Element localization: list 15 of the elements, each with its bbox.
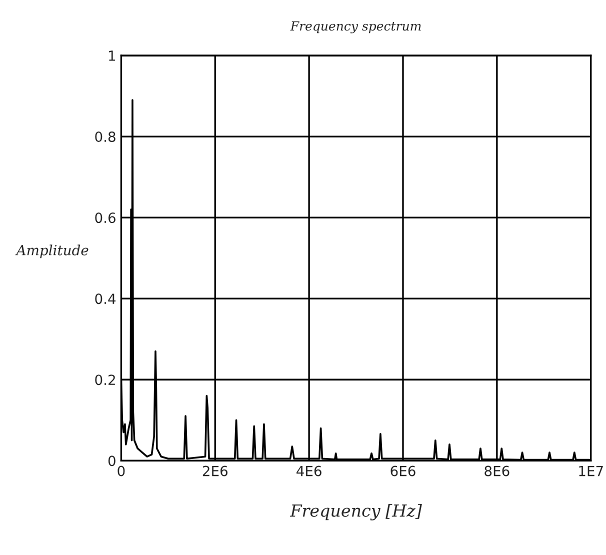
y-tick-label: 0.8 [95, 132, 116, 142]
y-tick-label: 0.4 [95, 294, 116, 304]
x-tick-label: 8E6 [484, 466, 510, 476]
chart-title: Frequency spectrum [290, 21, 421, 34]
x-tick-label: 2E6 [202, 466, 228, 476]
x-tick-label: 6E6 [390, 466, 416, 476]
x-axis-title: Frequency [Hz] [290, 504, 422, 520]
y-tick-label: 0.2 [95, 374, 115, 386]
y-axis-title: Amplitude [15, 244, 88, 258]
x-tick-label: 4E6 [296, 466, 322, 476]
y-tick-label: 0.6 [95, 212, 116, 224]
y-tick-label: 0 [108, 456, 116, 466]
y-tick-label: 1 [109, 50, 116, 61]
x-tick-label: 1E7 [579, 466, 603, 476]
x-tick-label: 0 [118, 466, 125, 476]
